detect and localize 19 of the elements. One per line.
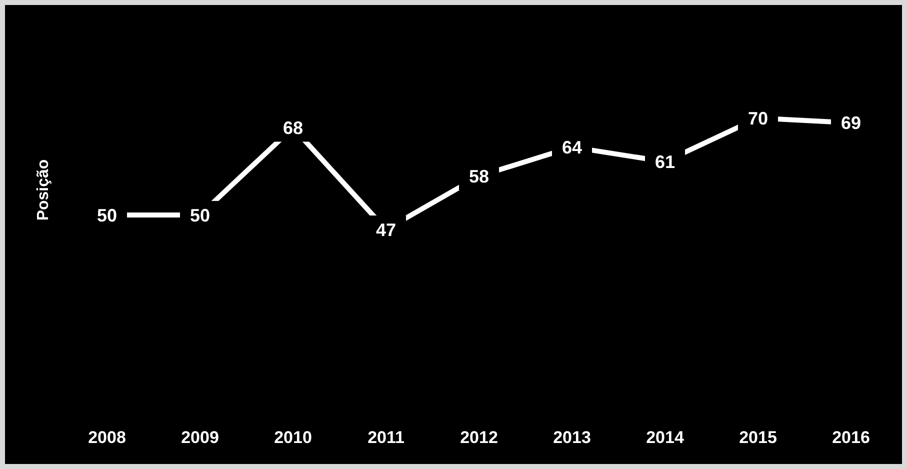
data-label: 69 bbox=[840, 113, 862, 134]
data-label: 70 bbox=[748, 108, 768, 128]
x-tick-label: 2010 bbox=[274, 428, 312, 447]
data-label: 50 bbox=[190, 205, 210, 226]
x-tick-label: 2016 bbox=[832, 428, 870, 447]
x-tick-label: 2008 bbox=[88, 428, 126, 447]
data-label: 68 bbox=[282, 118, 304, 138]
x-tick-label: 2013 bbox=[553, 428, 591, 447]
x-tick-label: 2011 bbox=[368, 428, 404, 447]
data-label: 47 bbox=[376, 220, 396, 240]
data-label: 50 bbox=[96, 205, 118, 226]
x-tick-label: 2009 bbox=[181, 428, 219, 447]
data-label: 64 bbox=[562, 137, 582, 158]
x-tick-label: 2015 bbox=[739, 428, 777, 447]
data-label: 61 bbox=[654, 152, 676, 172]
x-tick-label: 2012 bbox=[460, 428, 498, 447]
x-tick-label: 2014 bbox=[646, 428, 684, 447]
y-axis-title: Posição bbox=[35, 159, 52, 221]
data-label: 58 bbox=[468, 166, 490, 186]
